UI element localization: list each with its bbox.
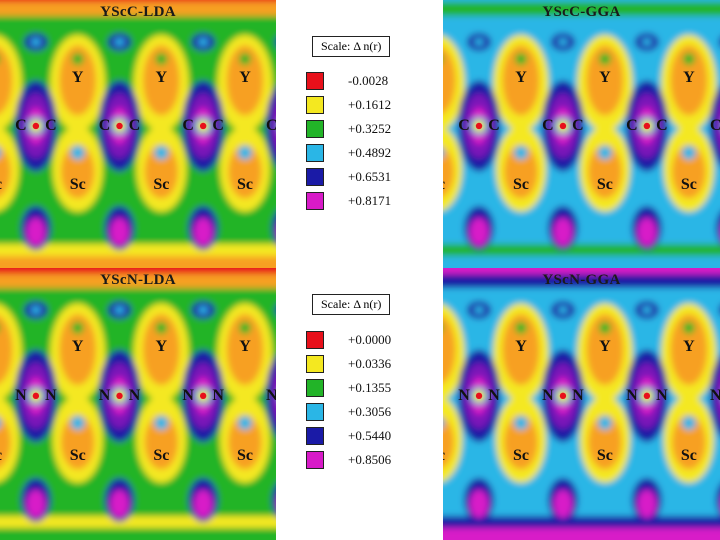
legend-title-1: Scale: Δ n(r) <box>312 36 391 57</box>
atom-label-y: Y <box>71 337 84 355</box>
atom-label-y: Y <box>239 68 251 86</box>
atom-label-sc: Sc <box>443 447 445 465</box>
atom-label-y: Y <box>239 337 251 355</box>
legend-swatch <box>306 427 324 445</box>
atom-label-center: N <box>45 386 57 404</box>
legend-2: +0.0000 +0.0336 +0.1355 +0.3056 +0.5440 … <box>306 331 426 471</box>
atom-label-y: Y <box>683 337 695 355</box>
atom-label-center: N <box>98 386 111 404</box>
legend-value: +0.4892 <box>348 145 392 160</box>
atom-label-center: C <box>45 116 57 134</box>
atom-label-y: Y <box>155 68 168 86</box>
atom-label-center: C <box>212 116 224 134</box>
legend-swatch <box>306 451 324 469</box>
panel-title: YScC-GGA <box>542 4 621 20</box>
atom-label-y: Y <box>155 337 168 355</box>
legend-value: +0.3252 <box>348 121 392 136</box>
atom-label-sc: Sc <box>680 175 697 193</box>
atom-label-y: Y <box>515 68 527 86</box>
legend-value: +0.8506 <box>348 452 392 467</box>
panel-ysc-n-gga: YScN-GGANNYScNNYScNNYScNNYSc <box>443 268 720 540</box>
legend-1: -0.0028 +0.1612 +0.3252 +0.4892 +0.6531 … <box>306 72 426 212</box>
legend-swatch <box>306 355 324 373</box>
atom-label-sc: Sc <box>512 446 529 464</box>
atom-label-center: C <box>626 116 638 134</box>
panel-title: YScN-GGA <box>542 272 621 288</box>
atom-label-center: C <box>98 116 111 134</box>
atom-label-y: Y <box>71 68 84 86</box>
atom-label-sc: Sc <box>69 175 86 193</box>
atom-label-sc: Sc <box>69 446 86 464</box>
atom-label-sc: Sc <box>236 175 253 193</box>
legend-value: +0.8171 <box>348 193 392 208</box>
legend-value: +0.6531 <box>348 169 392 184</box>
legend-swatch <box>306 168 324 186</box>
density-map <box>0 268 276 540</box>
atom-label-center: N <box>488 386 500 404</box>
atom-label-center: C <box>128 116 141 134</box>
atom-label-y: Y <box>599 337 611 355</box>
legend-swatch <box>306 192 324 210</box>
legend-swatch <box>306 331 324 349</box>
density-map <box>443 0 720 268</box>
atom-label-center: N <box>542 386 554 404</box>
atom-label-center: C <box>572 116 584 134</box>
atom-label-center: C <box>542 116 554 134</box>
legend-value: +0.5440 <box>348 428 392 443</box>
atom-label-center: C <box>15 116 27 134</box>
legend-title-2: Scale: Δ n(r) <box>312 294 391 315</box>
atom-label-sc: Sc <box>596 446 613 464</box>
atom-label-center: C <box>182 116 194 134</box>
atom-label-sc: Sc <box>153 175 170 193</box>
atom-label-sc: Sc <box>596 175 613 193</box>
legend-value: +0.1355 <box>348 380 392 395</box>
legend-value: +0.3056 <box>348 404 392 419</box>
legend-swatch <box>306 96 324 114</box>
panel-title: YScN-LDA <box>100 272 176 288</box>
atom-label-center: N <box>128 386 141 404</box>
atom-label-center: C <box>266 116 276 134</box>
legend-swatch <box>306 120 324 138</box>
atom-label-sc: Sc <box>236 446 253 464</box>
legend-swatch <box>306 72 324 90</box>
atom-label-center: N <box>572 386 584 404</box>
panel-ysc-c-lda: YScC-LDACCYScCCYScCCYScCCYSc <box>0 0 276 268</box>
atom-label-center: C <box>488 116 500 134</box>
legend-value: +0.1612 <box>348 97 392 112</box>
atom-label-sc: Sc <box>0 176 2 194</box>
density-map <box>0 0 276 268</box>
density-map <box>443 268 720 540</box>
atom-label-center: N <box>458 386 470 404</box>
legend-value: +0.0000 <box>348 332 392 347</box>
atom-label-center: N <box>710 386 720 404</box>
legend-value: -0.0028 <box>348 73 389 88</box>
atom-label-center: C <box>656 116 668 134</box>
legend-swatch <box>306 379 324 397</box>
atom-label-sc: Sc <box>680 446 697 464</box>
atom-label-y: Y <box>515 337 527 355</box>
atom-label-y: Y <box>683 68 695 86</box>
atom-label-center: N <box>626 386 638 404</box>
atom-label-center: N <box>212 386 224 404</box>
legend-swatch <box>306 144 324 162</box>
atom-label-sc: Sc <box>443 176 445 194</box>
panel-ysc-c-gga: YScC-GGACCYScCCYScCCYScCCYSc <box>443 0 720 268</box>
atom-label-center: N <box>182 386 194 404</box>
atom-label-center: C <box>710 116 720 134</box>
atom-label-center: N <box>266 386 276 404</box>
atom-label-center: N <box>656 386 668 404</box>
legend-swatch <box>306 403 324 421</box>
atom-label-center: N <box>15 386 27 404</box>
atom-label-y: Y <box>599 68 611 86</box>
panel-ysc-n-lda: YScN-LDANNYScNNYScNNYScNNYSc <box>0 268 276 540</box>
atom-label-sc: Sc <box>153 446 170 464</box>
atom-label-sc: Sc <box>512 175 529 193</box>
legend-value: +0.0336 <box>348 356 392 371</box>
atom-label-center: C <box>458 116 470 134</box>
atom-label-sc: Sc <box>0 447 2 465</box>
panel-title: YScC-LDA <box>100 4 176 20</box>
